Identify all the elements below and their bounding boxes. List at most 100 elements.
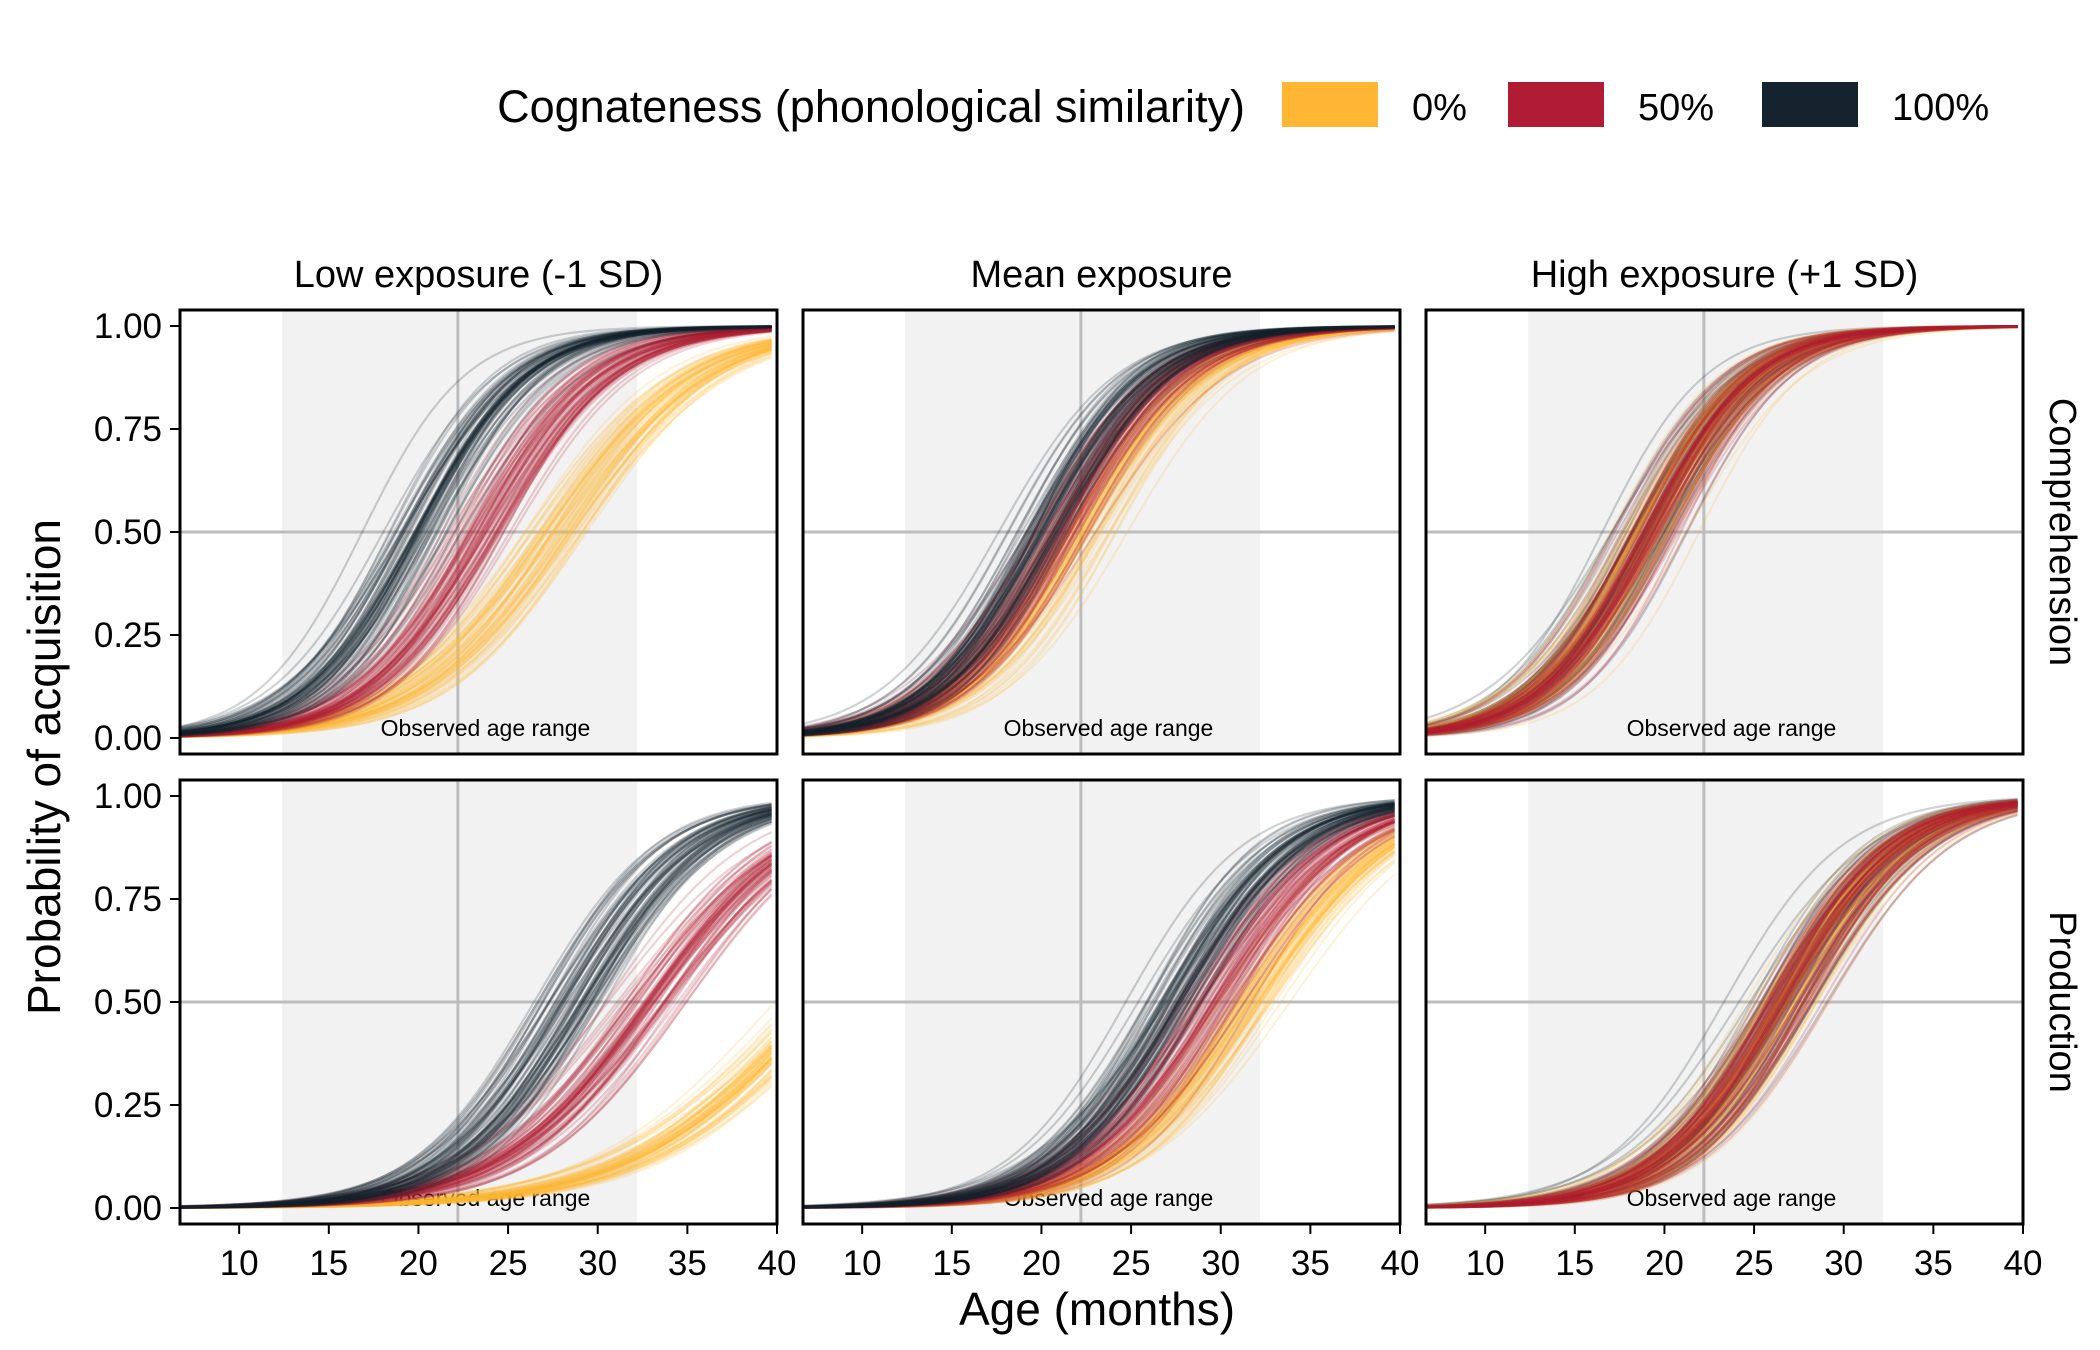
curve-draw: [1426, 804, 2018, 1209]
curve-draw: [180, 806, 772, 1209]
series-50pct: [1426, 325, 2018, 737]
curve-draw: [1426, 325, 2018, 731]
y-tick-label: 0.00: [94, 719, 162, 758]
curve-draw: [803, 808, 1395, 1209]
curve-draw: [1426, 325, 2018, 734]
curve-draw: [803, 327, 1395, 734]
curve-draw: [803, 325, 1395, 736]
curve-draw: [1426, 325, 2018, 735]
curve-draw: [1426, 325, 2018, 730]
curve-draw: [803, 326, 1395, 736]
curve-draw: [803, 325, 1395, 732]
curve-draw: [180, 325, 772, 732]
curve-draw: [1426, 801, 2018, 1208]
curve-draw: [803, 325, 1395, 733]
curve-draw: [180, 325, 772, 737]
curve-draw: [180, 1052, 773, 1209]
curve-draw: [803, 325, 1395, 733]
curve-draw: [1426, 325, 2018, 735]
curve-draw: [1426, 326, 2018, 730]
observed-range-label: Observed age range: [381, 715, 591, 741]
curve-draw: [803, 326, 1395, 737]
curve-draw: [180, 803, 772, 1209]
curve-draw: [1426, 807, 2018, 1209]
curve-draw: [803, 829, 1396, 1209]
x-tick-label: 30: [1824, 1244, 1863, 1283]
curve-draw: [180, 325, 772, 734]
curve-draw: [1426, 325, 2018, 733]
curve-draw: [180, 325, 772, 728]
curve-draw: [803, 845, 1396, 1209]
curve-draw: [180, 347, 772, 739]
curve-draw: [803, 839, 1396, 1209]
curve-draw: [1426, 804, 2018, 1208]
curve-draw: [1426, 804, 2018, 1209]
curve-draw: [180, 854, 773, 1209]
curve-draw: [803, 326, 1395, 736]
curve-draw: [180, 326, 772, 736]
curve-draw: [180, 325, 772, 736]
curve-draw: [1426, 804, 2018, 1209]
curve-draw: [180, 818, 772, 1209]
curve-draw: [180, 878, 773, 1209]
curve-draw: [803, 841, 1396, 1209]
curve-draw: [1426, 325, 2018, 733]
curve-draw: [803, 804, 1395, 1209]
curve-draw: [803, 326, 1395, 737]
curve-draw: [803, 325, 1395, 734]
curve-draw: [803, 326, 1395, 736]
curve-draw: [803, 326, 1395, 735]
curve-draw: [180, 337, 772, 737]
y-tick-label: 1.00: [94, 307, 162, 346]
curve-draw: [803, 808, 1395, 1208]
curve-draw: [180, 342, 772, 738]
curve-draw: [803, 846, 1396, 1209]
curve-draw: [1426, 325, 2018, 733]
curve-draw: [803, 325, 1395, 735]
curve-draw: [1426, 325, 2018, 731]
curve-draw: [180, 815, 772, 1209]
curve-draw: [1426, 802, 2018, 1208]
curve-draw: [180, 328, 772, 738]
curve-draw: [803, 325, 1395, 734]
curve-draw: [803, 806, 1395, 1209]
curve-draw: [803, 812, 1395, 1209]
curve-draw: [180, 1052, 773, 1209]
curve-draw: [803, 327, 1395, 735]
curve-draw: [1426, 800, 2018, 1209]
curve-draw: [180, 325, 772, 733]
curve-draw: [180, 325, 772, 732]
series-0pct: [180, 1004, 773, 1209]
series-50pct: [803, 325, 1395, 737]
curve-draw: [1426, 802, 2018, 1209]
curve-draw: [1426, 803, 2018, 1208]
curve-draw: [803, 325, 1395, 734]
curve-draw: [803, 325, 1395, 736]
curve-draw: [1426, 805, 2018, 1208]
curve-draw: [180, 858, 773, 1209]
x-tick-label: 25: [1735, 1244, 1774, 1283]
curve-draw: [1426, 801, 2018, 1209]
curve-draw: [803, 325, 1395, 737]
curve-draw: [1426, 325, 2018, 734]
curve-draw: [1426, 806, 2018, 1209]
curve-draw: [1426, 798, 2018, 1209]
curve-draw: [1426, 325, 2018, 735]
curve-draw: [803, 325, 1395, 736]
curve-draw: [180, 328, 772, 738]
curve-draw: [1426, 812, 2018, 1209]
curve-draw: [180, 878, 773, 1209]
curve-draw: [180, 813, 772, 1209]
curve-draw: [180, 348, 772, 737]
curve-draw: [803, 810, 1395, 1208]
curve-draw: [180, 352, 773, 738]
curve-draw: [1426, 803, 2018, 1209]
curve-draw: [180, 325, 772, 735]
curve-draw: [1426, 803, 2018, 1208]
panels: Low exposure (-1 SD) Mean exposure High ex…: [94, 254, 2083, 1283]
curve-draw: [180, 340, 772, 737]
curve-draw: [180, 325, 772, 736]
curve-draw: [1426, 802, 2018, 1208]
curve-draw: [180, 871, 773, 1209]
y-axis-title: Probability of acquisition: [18, 519, 70, 1015]
